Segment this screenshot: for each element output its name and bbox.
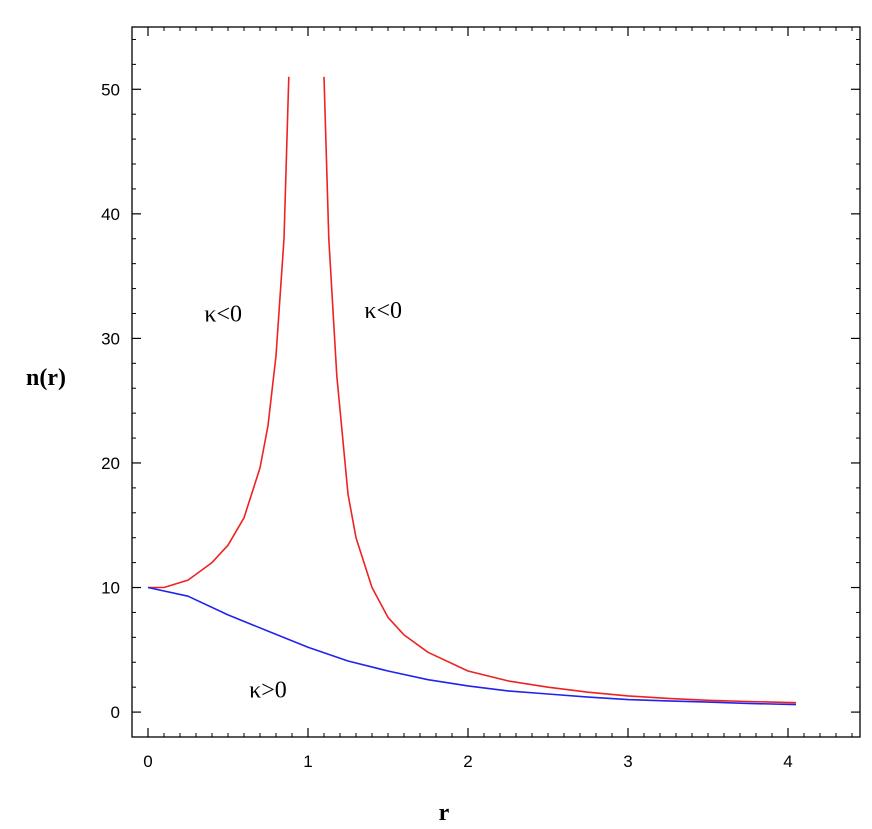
- annotations: κ<0 κ<0 κ>0: [204, 298, 402, 704]
- y-tick-label: 40: [101, 205, 120, 224]
- tick-marks: [131, 27, 860, 738]
- x-tick-label: 1: [303, 752, 312, 771]
- plot-frame: [131, 26, 861, 738]
- annotation-label: κ<0: [204, 301, 242, 327]
- annotation-label: κ>0: [249, 678, 287, 704]
- y-tick-label: 30: [101, 329, 120, 348]
- x-tick-label: 3: [623, 752, 632, 771]
- y-tick-label: 50: [101, 80, 120, 99]
- series-lines: [147, 76, 797, 706]
- y-axis-label: n(r): [26, 365, 66, 391]
- y-tick-label: 20: [101, 454, 120, 473]
- x-tick-label: 0: [143, 752, 152, 771]
- y-tick-label: 0: [111, 703, 120, 722]
- x-tick-label: 4: [783, 752, 792, 771]
- x-axis-label: r: [439, 800, 450, 826]
- series-line-2: [147, 586, 797, 706]
- annotation-label: κ<0: [364, 298, 402, 324]
- x-tick-label: 2: [463, 752, 472, 771]
- series-line-0: [148, 76, 290, 589]
- series-line-1: [323, 76, 797, 704]
- y-tick-label: 10: [101, 579, 120, 598]
